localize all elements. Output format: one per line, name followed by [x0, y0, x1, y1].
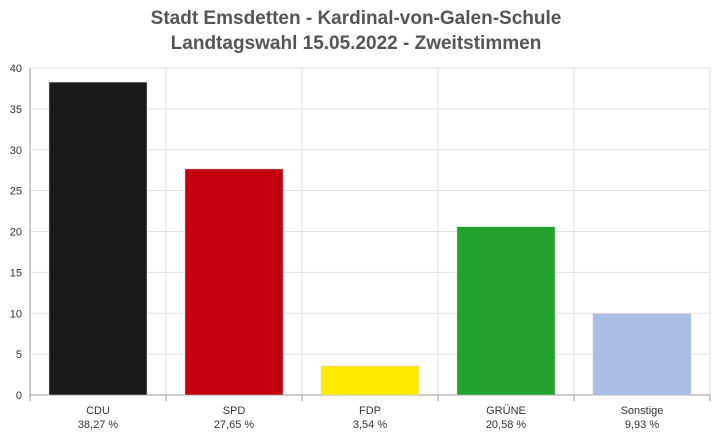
- value-label: 3,54 %: [353, 419, 387, 431]
- y-tick-label: 5: [16, 349, 22, 361]
- y-tick-label: 40: [10, 63, 22, 75]
- category-label: CDU: [86, 405, 110, 417]
- bar-spd: [184, 168, 284, 396]
- bar-fdp: [320, 365, 420, 396]
- y-tick-label: 10: [10, 308, 22, 320]
- y-tick-label: 30: [10, 145, 22, 157]
- value-label: 20,58 %: [486, 419, 527, 431]
- category-label: FDP: [359, 405, 381, 417]
- bar-grüne: [456, 226, 556, 396]
- chart-subtitle: Landtagswahl 15.05.2022 - Zweitstimmen: [170, 33, 542, 54]
- bar-sonstige: [592, 313, 692, 396]
- y-tick-label: 25: [10, 186, 22, 198]
- y-tick-label: 15: [10, 267, 22, 279]
- bar-cdu: [48, 81, 148, 396]
- value-label: 9,93 %: [625, 419, 659, 431]
- value-label: 27,65 %: [214, 419, 255, 431]
- y-tick-label: 0: [16, 390, 22, 402]
- category-label: Sonstige: [621, 405, 664, 417]
- y-tick-label: 35: [10, 104, 22, 116]
- category-label: SPD: [223, 405, 246, 417]
- chart-title: Stadt Emsdetten - Kardinal-von-Galen-Sch…: [150, 8, 562, 29]
- value-label: 38,27 %: [78, 419, 119, 431]
- y-tick-label: 20: [10, 227, 22, 239]
- category-label: GRÜNE: [486, 405, 526, 417]
